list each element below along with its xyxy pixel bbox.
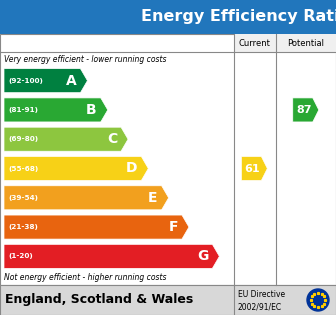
Text: C: C — [107, 132, 117, 146]
Text: (81-91): (81-91) — [8, 107, 38, 113]
Polygon shape — [293, 98, 319, 122]
Circle shape — [307, 289, 329, 311]
Polygon shape — [4, 244, 219, 268]
Text: (92-100): (92-100) — [8, 77, 43, 84]
Text: A: A — [66, 74, 77, 88]
Polygon shape — [241, 157, 267, 180]
Text: D: D — [126, 162, 137, 175]
Text: B: B — [86, 103, 97, 117]
Text: E: E — [148, 191, 158, 205]
Text: Very energy efficient - lower running costs: Very energy efficient - lower running co… — [4, 54, 167, 64]
Polygon shape — [4, 215, 189, 239]
Text: (39-54): (39-54) — [8, 195, 38, 201]
Text: Potential: Potential — [287, 38, 324, 48]
Polygon shape — [4, 98, 108, 122]
Text: (69-80): (69-80) — [8, 136, 38, 142]
Text: (55-68): (55-68) — [8, 165, 38, 171]
Text: (1-20): (1-20) — [8, 253, 33, 259]
Text: Not energy efficient - higher running costs: Not energy efficient - higher running co… — [4, 273, 167, 283]
Text: 87: 87 — [296, 105, 311, 115]
Text: EU Directive: EU Directive — [238, 290, 285, 299]
Polygon shape — [4, 186, 169, 210]
Bar — [0, 0, 336, 34]
Text: 2002/91/EC: 2002/91/EC — [238, 302, 282, 311]
Polygon shape — [4, 127, 128, 151]
Bar — [0, 34, 336, 285]
Text: G: G — [197, 249, 208, 263]
Text: England, Scotland & Wales: England, Scotland & Wales — [5, 294, 193, 306]
Bar — [0, 285, 336, 315]
Polygon shape — [4, 69, 87, 93]
Bar — [234, 34, 336, 52]
Text: Energy Efficiency Rating: Energy Efficiency Rating — [141, 9, 336, 25]
Text: F: F — [168, 220, 178, 234]
Text: 61: 61 — [245, 163, 260, 174]
Text: (21-38): (21-38) — [8, 224, 38, 230]
Polygon shape — [4, 157, 148, 180]
Text: Current: Current — [239, 38, 270, 48]
